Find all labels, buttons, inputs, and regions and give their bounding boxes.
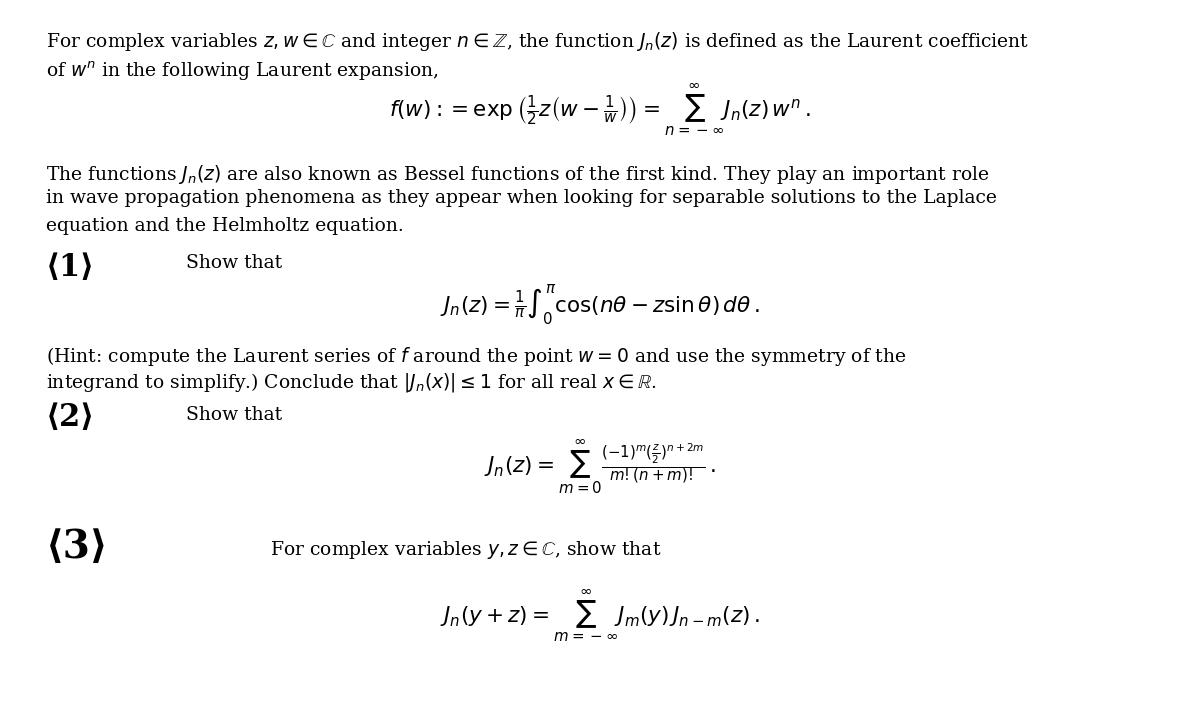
Text: of $w^n$ in the following Laurent expansion,: of $w^n$ in the following Laurent expans… [46,59,438,82]
Text: $J_n(z) = \frac{1}{\pi} \int_0^{\pi} \cos(n\theta - z\sin\theta)\,d\theta\,.$: $J_n(z) = \frac{1}{\pi} \int_0^{\pi} \co… [440,283,760,328]
Text: equation and the Helmholtz equation.: equation and the Helmholtz equation. [46,217,403,235]
Text: in wave propagation phenomena as they appear when looking for separable solution: in wave propagation phenomena as they ap… [46,189,996,208]
Text: Show that: Show that [186,406,282,424]
Text: ⟨1⟩: ⟨1⟩ [46,252,95,283]
Text: For complex variables $z, w \in \mathbb{C}$ and integer $n \in \mathbb{Z}$, the : For complex variables $z, w \in \mathbb{… [46,30,1028,54]
Text: ⟨3⟩: ⟨3⟩ [46,528,108,566]
Text: ⟨2⟩: ⟨2⟩ [46,402,95,433]
Text: $f(w) := \exp\left(\frac{1}{2}z\left(w - \frac{1}{w}\right)\right) = \sum_{n=-\i: $f(w) := \exp\left(\frac{1}{2}z\left(w -… [389,82,811,138]
Text: Show that: Show that [186,254,282,273]
Text: $J_n(y+z) = \sum_{m=-\infty}^{\infty} J_m(y)\,J_{n-m}(z)\,.$: $J_n(y+z) = \sum_{m=-\infty}^{\infty} J_… [440,588,760,644]
Text: The functions $J_n(z)$ are also known as Bessel functions of the first kind. The: The functions $J_n(z)$ are also known as… [46,163,989,186]
Text: $J_n(z) = \sum_{m=0}^{\infty} \frac{(-1)^m (\frac{z}{2})^{n+2m}}{m!(n+m)!}\,.$: $J_n(z) = \sum_{m=0}^{\infty} \frac{(-1)… [484,437,716,496]
Text: integrand to simplify.) Conclude that $|J_n(x)| \leq 1$ for all real $x \in \mat: integrand to simplify.) Conclude that $|… [46,371,656,394]
Text: (Hint: compute the Laurent series of $f$ around the point $w = 0$ and use the sy: (Hint: compute the Laurent series of $f$… [46,345,906,368]
Text: For complex variables $y, z \in \mathbb{C}$, show that: For complex variables $y, z \in \mathbb{… [270,539,661,560]
